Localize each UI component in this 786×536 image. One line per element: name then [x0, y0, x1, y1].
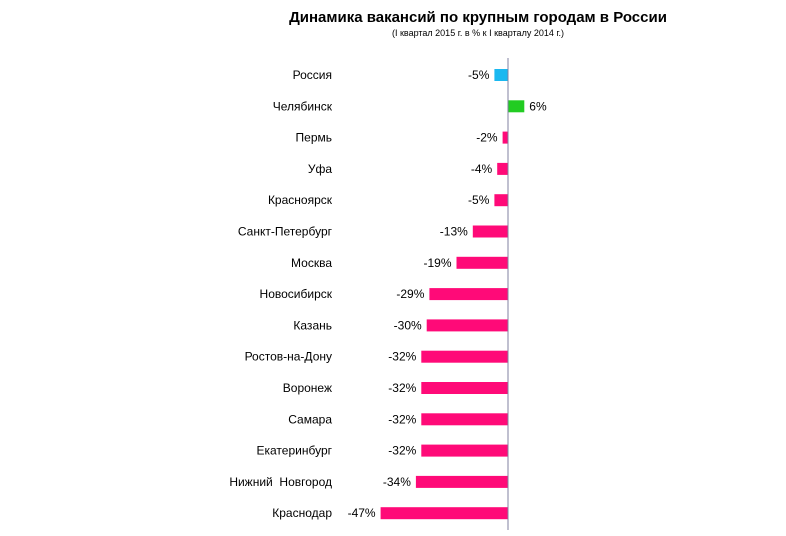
data-label: 6% [529, 99, 547, 113]
category-label: Москва [291, 256, 332, 270]
category-label: Краснодар [272, 506, 332, 520]
data-label: -32% [388, 444, 416, 458]
bars-layer [380, 69, 525, 520]
bar [415, 475, 508, 488]
chart-title: Динамика вакансий по крупным городам в Р… [289, 9, 667, 26]
data-label: -34% [383, 475, 411, 489]
data-label: -32% [388, 412, 416, 426]
bar [472, 225, 508, 238]
category-label: Казань [293, 318, 332, 332]
bar [421, 413, 508, 426]
bar [508, 100, 525, 113]
bar [421, 350, 508, 363]
category-label: Пермь [296, 131, 332, 145]
category-label: Самара [288, 412, 332, 426]
bar [380, 507, 508, 520]
bar [429, 288, 508, 301]
category-label: Россия [293, 68, 332, 82]
category-label: Уфа [308, 162, 332, 176]
labels-layer: Россия -5% Челябинск 6% Пермь -2% Уфа -4% Красно… [229, 68, 547, 520]
bar [426, 319, 508, 332]
data-label: -2% [476, 131, 498, 145]
data-label: -19% [423, 256, 451, 270]
bar [497, 162, 508, 175]
data-label: -30% [394, 318, 422, 332]
category-label: Санкт-Петербург [238, 225, 333, 239]
category-label: Нижний Новгород [229, 475, 332, 489]
bar [494, 194, 508, 207]
category-label: Красноярск [268, 193, 333, 207]
category-label: Челябинск [273, 99, 333, 113]
data-label: -5% [468, 68, 490, 82]
data-label: -32% [388, 381, 416, 395]
bar [502, 131, 508, 144]
bar [494, 69, 508, 81]
category-label: Воронеж [283, 381, 332, 395]
data-label: -4% [471, 162, 493, 176]
data-label: -29% [396, 287, 424, 301]
data-label: -5% [468, 193, 490, 207]
bar [456, 256, 508, 269]
data-label: -13% [440, 225, 468, 239]
chart-subtitle: (I квартал 2015 г. в % к I кварталу 2014… [391, 28, 565, 38]
category-label: Ростов-на-Дону [245, 350, 332, 364]
category-label: Екатеринбург [257, 444, 333, 458]
data-label: -47% [348, 506, 376, 520]
bar [421, 444, 508, 457]
category-label: Новосибирск [260, 287, 333, 301]
bar [421, 382, 508, 394]
data-label: -32% [388, 350, 416, 364]
